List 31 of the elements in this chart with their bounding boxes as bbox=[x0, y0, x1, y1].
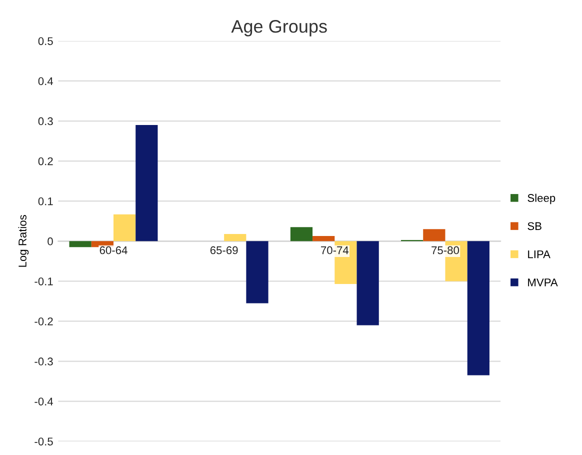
bar bbox=[423, 229, 446, 242]
y-tick-label: -0.4 bbox=[34, 398, 54, 406]
y-tick-label: 0.3 bbox=[38, 117, 53, 126]
y-tick-label: -0.5 bbox=[34, 438, 53, 446]
legend-label: Sleep bbox=[528, 194, 556, 204]
bar bbox=[224, 234, 246, 242]
legend-label: SB bbox=[528, 222, 542, 230]
x-tick-label: 60-64 bbox=[100, 246, 128, 254]
bar bbox=[312, 236, 335, 242]
y-tick-label: -0.1 bbox=[34, 277, 53, 286]
bar bbox=[136, 125, 158, 242]
y-tick-label: -0.3 bbox=[34, 358, 53, 366]
y-tick-label: 0.4 bbox=[38, 77, 54, 86]
chart-title: Age Groups bbox=[231, 20, 327, 36]
legend-label: MVPA bbox=[528, 278, 558, 286]
legend-label: LIPA bbox=[528, 250, 550, 258]
bar bbox=[290, 227, 313, 242]
bar bbox=[113, 214, 136, 242]
x-tick-label: 65-69 bbox=[210, 246, 238, 254]
bar bbox=[356, 241, 379, 326]
x-tick-label: 70-74 bbox=[321, 246, 349, 254]
y-tick-label: 0.2 bbox=[38, 157, 53, 166]
y-tick-label: 0 bbox=[48, 237, 53, 246]
y-axis-title: Log Ratios bbox=[18, 214, 29, 267]
x-tick-label: 75-80 bbox=[432, 246, 460, 254]
bar bbox=[69, 241, 92, 248]
y-tick-label: 0.5 bbox=[38, 37, 53, 46]
bar bbox=[467, 241, 490, 376]
y-tick-label: -0.2 bbox=[34, 317, 53, 326]
bar bbox=[246, 241, 268, 304]
y-tick-label: 0.1 bbox=[38, 197, 53, 206]
